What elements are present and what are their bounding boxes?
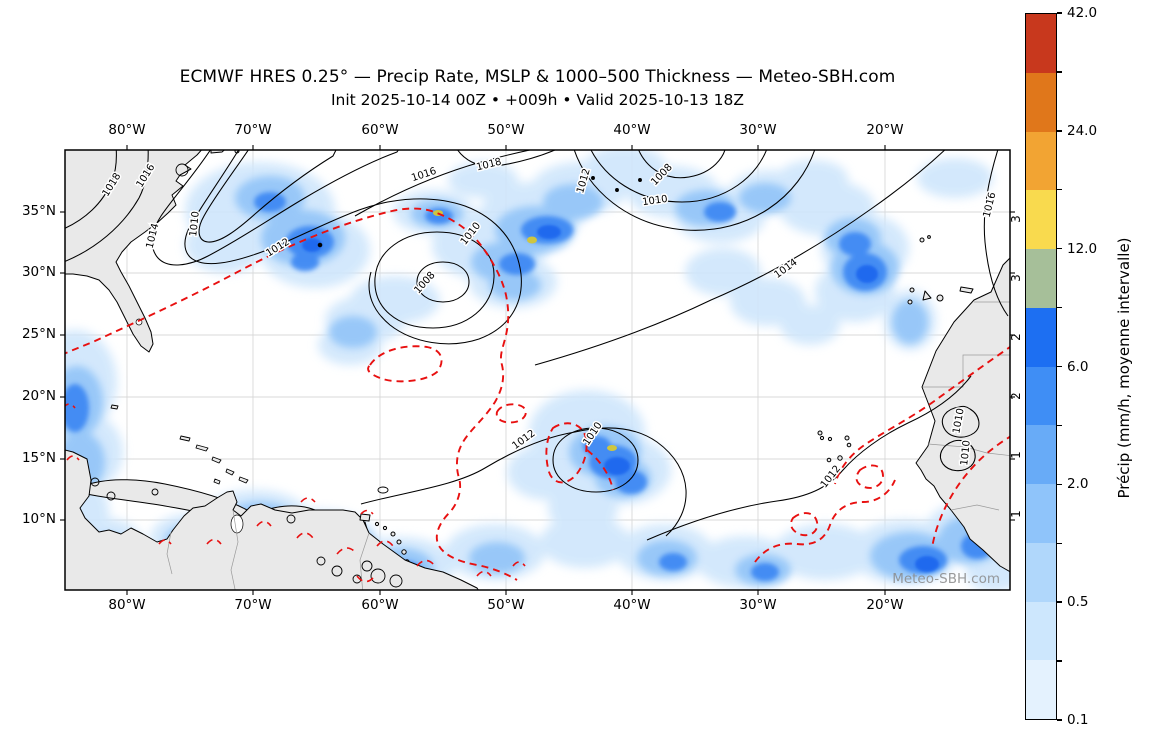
x-tick-label-top: 80°W	[108, 122, 146, 138]
colorbar-tick-label: 42.0	[1067, 5, 1098, 21]
colorbar-tick	[1057, 719, 1062, 721]
y-tick-label: 35°N	[21, 203, 56, 219]
x-tick-label-top: 70°W	[234, 122, 272, 138]
x-tick-label-bottom: 50°W	[487, 597, 525, 613]
mslp-contours	[65, 150, 1009, 588]
x-tick-label-bottom: 40°W	[613, 597, 651, 613]
x-tick-label-bottom: 70°W	[234, 597, 272, 613]
colorbar-segment	[1026, 542, 1056, 602]
colorbar-tick-label: 0.5	[1067, 594, 1089, 611]
colorbar-segment	[1026, 249, 1056, 308]
colorbar-tick-label: 0.1	[1067, 712, 1089, 728]
x-tick-label-bottom: 80°W	[108, 597, 146, 613]
y-tick-label: 25°N	[21, 326, 56, 342]
colorbar-tick	[1057, 483, 1062, 486]
colorbar-tick-label: 24.0	[1067, 122, 1098, 139]
contour-label: 1014	[772, 257, 799, 281]
colorbar-segment	[1026, 425, 1056, 484]
colorbar-side-label: 1	[1009, 451, 1023, 459]
colorbar-tick	[1057, 247, 1062, 250]
y-tick-label: 30°N	[21, 264, 56, 280]
contour-label: 1012	[819, 464, 843, 491]
y-tick-label: 10°N	[21, 511, 56, 527]
colorbar-tick	[1057, 306, 1062, 309]
contour-label: 1010	[188, 211, 202, 237]
colorbar-title: Précip (mm/h, moyenne intervalle)	[1115, 237, 1133, 499]
chart-title: ECMWF HRES 0.25° — Precip Rate, MSLP & 1…	[179, 67, 896, 87]
colorbar-side-label: 3	[1009, 274, 1023, 282]
colorbar-segment	[1026, 14, 1056, 73]
colorbar-segment	[1026, 190, 1056, 249]
colorbar	[1025, 13, 1057, 720]
colorbar-tick	[1057, 189, 1062, 191]
x-tick-label-bottom: 20°W	[866, 597, 904, 613]
x-tick-label-bottom: 30°W	[739, 597, 777, 613]
colorbar-segment	[1026, 660, 1056, 719]
colorbar-tick-label: 6.0	[1067, 358, 1089, 375]
x-tick-label-top: 20°W	[866, 122, 904, 138]
colorbar-tick	[1057, 12, 1062, 14]
colorbar-segment	[1026, 72, 1056, 132]
x-tick-label-bottom: 60°W	[361, 597, 399, 613]
contour-label: 1016	[982, 191, 999, 218]
y-tick-label: 15°N	[21, 450, 56, 466]
coastlines-land	[65, 150, 1010, 590]
map-watermark: Meteo-SBH.com	[892, 571, 1000, 587]
colorbar-tick	[1057, 660, 1062, 662]
colorbar-tick	[1057, 130, 1062, 132]
colorbar-segment	[1026, 484, 1056, 543]
colorbar-tick-label: 12.0	[1067, 240, 1098, 257]
colorbar-side-label: 1	[1009, 509, 1023, 518]
axis-ticks	[60, 145, 1015, 595]
colorbar-side-label: 2	[1009, 392, 1023, 400]
map-frame	[64, 149, 1011, 591]
colorbar-segment	[1026, 131, 1056, 191]
contour-label: 1010	[959, 440, 973, 466]
x-tick-label-top: 40°W	[613, 122, 651, 138]
x-tick-label-top: 50°W	[487, 122, 525, 138]
colorbar-segment	[1026, 601, 1056, 661]
colorbar-tick	[1057, 365, 1062, 368]
thickness-contours	[65, 207, 1010, 583]
contour-label: 1010	[642, 194, 669, 208]
colorbar-side-label: 3	[1009, 215, 1023, 224]
colorbar-tick	[1057, 542, 1062, 544]
colorbar-tick	[1057, 71, 1062, 73]
colorbar-segment	[1026, 307, 1056, 367]
colorbar-segment	[1026, 366, 1056, 426]
y-tick-label: 20°N	[21, 388, 56, 404]
colorbar-tick	[1057, 601, 1062, 603]
x-tick-label-top: 60°W	[361, 122, 399, 138]
weather-map: 1018 1016 1014 1010 1012 1016 1018 1010 1008 1012…	[60, 145, 1015, 595]
colorbar-side-label: 2	[1009, 333, 1023, 341]
chart-subtitle: Init 2025-10-14 00Z • +009h • Valid 2025…	[330, 91, 745, 109]
colorbar-tick-label: 2.0	[1067, 476, 1089, 493]
x-tick-label-top: 30°W	[739, 122, 777, 138]
colorbar-tick	[1057, 424, 1062, 427]
